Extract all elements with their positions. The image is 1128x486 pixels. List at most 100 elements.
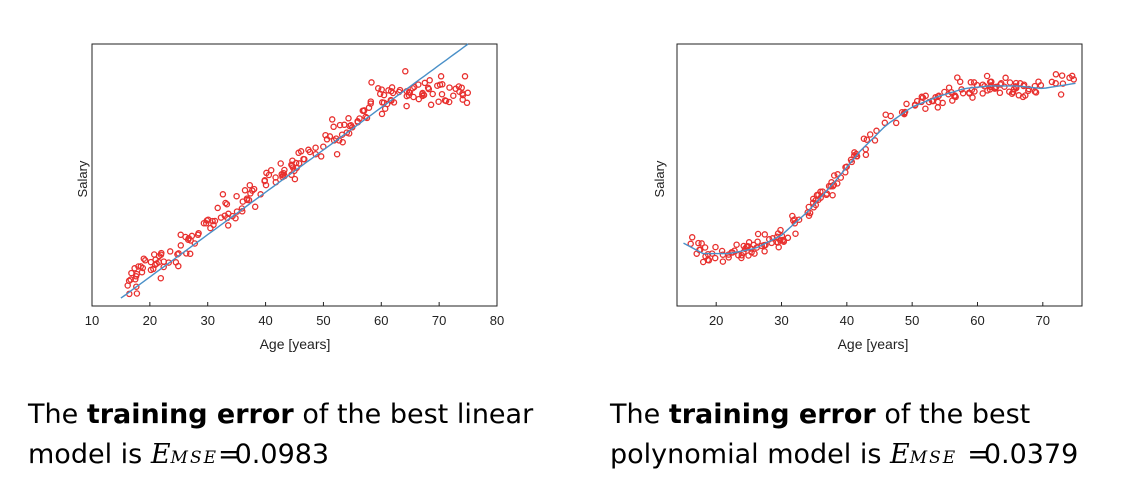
equals-sign: = [967, 439, 990, 470]
caption-text: The [610, 399, 669, 430]
data-point [901, 108, 909, 116]
data-point [182, 233, 189, 241]
data-point [873, 127, 880, 135]
data-point [934, 104, 942, 111]
data-point [458, 84, 465, 91]
x-tick-label: 40 [840, 313, 854, 328]
data-point [463, 99, 471, 107]
data-point [356, 115, 363, 122]
data-point [140, 255, 148, 262]
data-point [863, 136, 871, 143]
data-point [795, 216, 803, 223]
data-point [233, 192, 240, 200]
data-point [421, 79, 429, 87]
data-point [345, 115, 352, 122]
data-point [900, 109, 908, 117]
data-point [363, 114, 371, 122]
data-point [160, 263, 167, 271]
data-point [139, 264, 147, 272]
data-point [306, 148, 314, 156]
data-point [815, 196, 822, 204]
data-point [918, 93, 926, 101]
emse-subscript: MSE [170, 448, 218, 468]
data-point [211, 217, 219, 225]
data-point [367, 98, 375, 105]
x-tick-label: 70 [1036, 313, 1050, 328]
data-point [817, 188, 824, 196]
data-point [792, 230, 799, 237]
data-point [922, 92, 929, 100]
fit-line [120, 43, 469, 299]
y-axis-label: Salary [75, 160, 90, 197]
data-point [326, 133, 334, 140]
data-point [210, 221, 217, 229]
data-point [745, 252, 752, 259]
data-point [988, 78, 995, 86]
data-point [695, 239, 702, 247]
data-point [435, 98, 442, 105]
polynomial-chart: 20 30 40 50 60 70 Salary Age [years] [652, 43, 1083, 352]
data-point [250, 185, 258, 193]
data-point [246, 181, 254, 189]
data-point [862, 151, 870, 159]
data-point [959, 89, 967, 97]
data-point [774, 230, 782, 237]
data-point [200, 219, 208, 227]
x-tick-label: 20 [143, 313, 157, 328]
data-point [202, 220, 210, 227]
data-point [368, 79, 375, 86]
data-point [388, 97, 395, 104]
data-point [719, 251, 727, 258]
data-point [1032, 89, 1040, 96]
data-point [191, 240, 199, 247]
data-point [436, 81, 444, 88]
x-tick-label: 10 [85, 313, 99, 328]
data-point [141, 257, 149, 264]
emse-symbol: E [150, 439, 171, 470]
data-point [166, 248, 174, 255]
data-point [297, 148, 305, 155]
data-point [374, 85, 382, 92]
polynomial-caption: The training error of the best polynomia… [610, 395, 1120, 478]
data-point [312, 144, 319, 151]
data-point [1006, 79, 1014, 86]
data-point [1031, 82, 1039, 90]
data-point [740, 249, 747, 256]
data-point [871, 137, 879, 144]
data-point [979, 90, 986, 97]
data-point [425, 85, 433, 93]
data-point [427, 101, 435, 109]
data-point [411, 83, 418, 91]
data-point [1015, 92, 1023, 99]
data-point [292, 159, 300, 167]
data-point [951, 92, 959, 99]
data-point [1022, 92, 1029, 99]
data-point [261, 177, 268, 185]
data-point [441, 97, 449, 104]
x-axis-ticks: 10 20 30 40 50 60 70 80 [85, 302, 504, 328]
data-point [336, 121, 344, 129]
data-point [243, 195, 251, 202]
data-point [827, 183, 834, 190]
data-point [459, 96, 466, 103]
data-point [396, 86, 404, 94]
data-point [378, 86, 385, 93]
data-point [341, 121, 348, 129]
data-point [177, 242, 185, 249]
data-point [278, 171, 285, 178]
scatter-points [124, 68, 472, 298]
data-point [711, 254, 719, 262]
x-tick-label: 30 [200, 313, 214, 328]
data-point [214, 204, 221, 212]
data-point [437, 73, 445, 80]
data-point [138, 268, 146, 276]
data-point [225, 210, 232, 218]
error-value: 0.0379 [983, 439, 1079, 470]
data-point [241, 187, 249, 194]
data-point [172, 259, 180, 266]
data-point [761, 231, 769, 238]
equals-sign: = [218, 439, 241, 470]
data-point [887, 112, 894, 120]
data-point [300, 155, 307, 163]
x-tick-label: 70 [432, 313, 446, 328]
